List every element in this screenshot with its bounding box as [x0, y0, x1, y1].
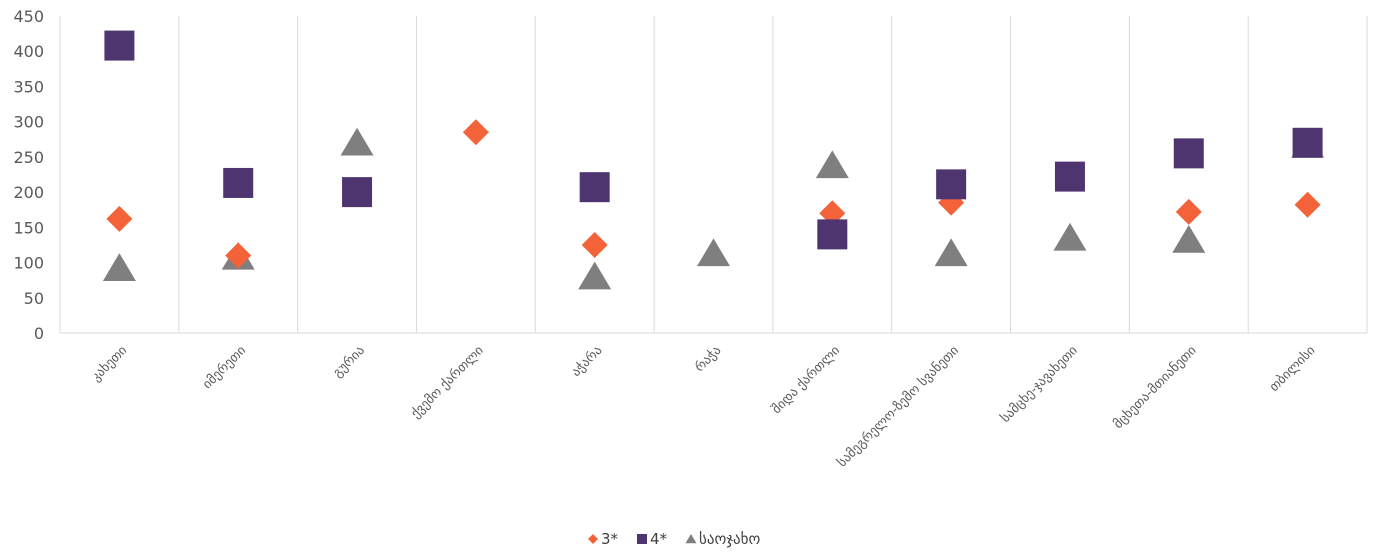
x-category-label: სამცხე-ჯავახეთი [998, 343, 1081, 426]
y-tick-label: 150 [13, 218, 44, 237]
data-point-square [223, 167, 254, 198]
y-tick-label: 350 [13, 77, 44, 96]
data-point-triangle [578, 261, 612, 290]
y-tick-label: 0 [34, 324, 44, 343]
data-point-triangle [697, 238, 730, 267]
y-tick-label: 400 [13, 42, 44, 61]
data-point-diamond [106, 205, 133, 232]
y-tick-label: 100 [13, 254, 44, 273]
y-tick-label: 300 [13, 113, 44, 132]
data-point-diamond [1175, 198, 1202, 225]
x-category-label: სამეგრელო-ზემო სვანეთი [835, 343, 962, 470]
data-point-triangle [340, 127, 374, 156]
y-tick-label: 200 [13, 183, 44, 202]
data-points [102, 30, 1325, 290]
x-category-label: აჭარა [569, 343, 606, 380]
legend-entry-label: 3* [601, 530, 619, 548]
data-point-square [936, 169, 967, 200]
x-category-label: თბილისი [1267, 343, 1319, 395]
data-point-square [104, 30, 135, 61]
y-tick-label: 250 [13, 148, 44, 167]
data-point-square [342, 177, 373, 208]
legend-entry-label: საოჯახო [699, 530, 761, 548]
x-category-label: ქვემო ქართლი [408, 343, 486, 421]
x-category-label: შიდა ქართლი [769, 343, 843, 417]
y-tick-label: 450 [13, 7, 44, 26]
data-point-triangle [102, 253, 136, 281]
x-category-label: კახეთი [89, 343, 131, 385]
grid-lines [59, 16, 1368, 333]
data-point-diamond [225, 242, 252, 269]
data-point-triangle [934, 238, 968, 267]
data-point-square [1054, 161, 1085, 192]
data-point-diamond [1294, 191, 1321, 218]
data-point-square [1173, 138, 1204, 169]
data-point-triangle [1053, 222, 1087, 251]
data-point-triangle [1172, 225, 1206, 253]
data-point-diamond [462, 119, 489, 146]
data-point-triangle [815, 150, 849, 179]
y-axis-tick-labels: 0 50 100 150 200 250 300 350 400 450 [13, 7, 44, 343]
legend-marker-diamond [588, 534, 598, 544]
y-tick-label: 50 [24, 289, 44, 308]
data-point-square [817, 219, 848, 250]
legend-entry-label: 4* [650, 530, 668, 548]
legend-marker-triangle [685, 534, 697, 544]
x-category-label: გურია [330, 343, 367, 380]
x-category-label: მცხეთა-მთიანეთი [1111, 343, 1200, 432]
x-axis-category-labels: კახეთი იმერეთი გურია ქვემო ქართლი აჭარა რაჭა შ… [89, 343, 1319, 470]
legend-marker-square [637, 534, 647, 544]
data-point-square [579, 172, 610, 203]
x-category-label: რაჭა [692, 343, 724, 375]
data-point-square [1292, 127, 1323, 158]
x-category-label: იმერეთი [200, 343, 249, 392]
data-point-diamond [581, 231, 608, 258]
legend: 3* 4* საოჯახო [588, 530, 761, 548]
